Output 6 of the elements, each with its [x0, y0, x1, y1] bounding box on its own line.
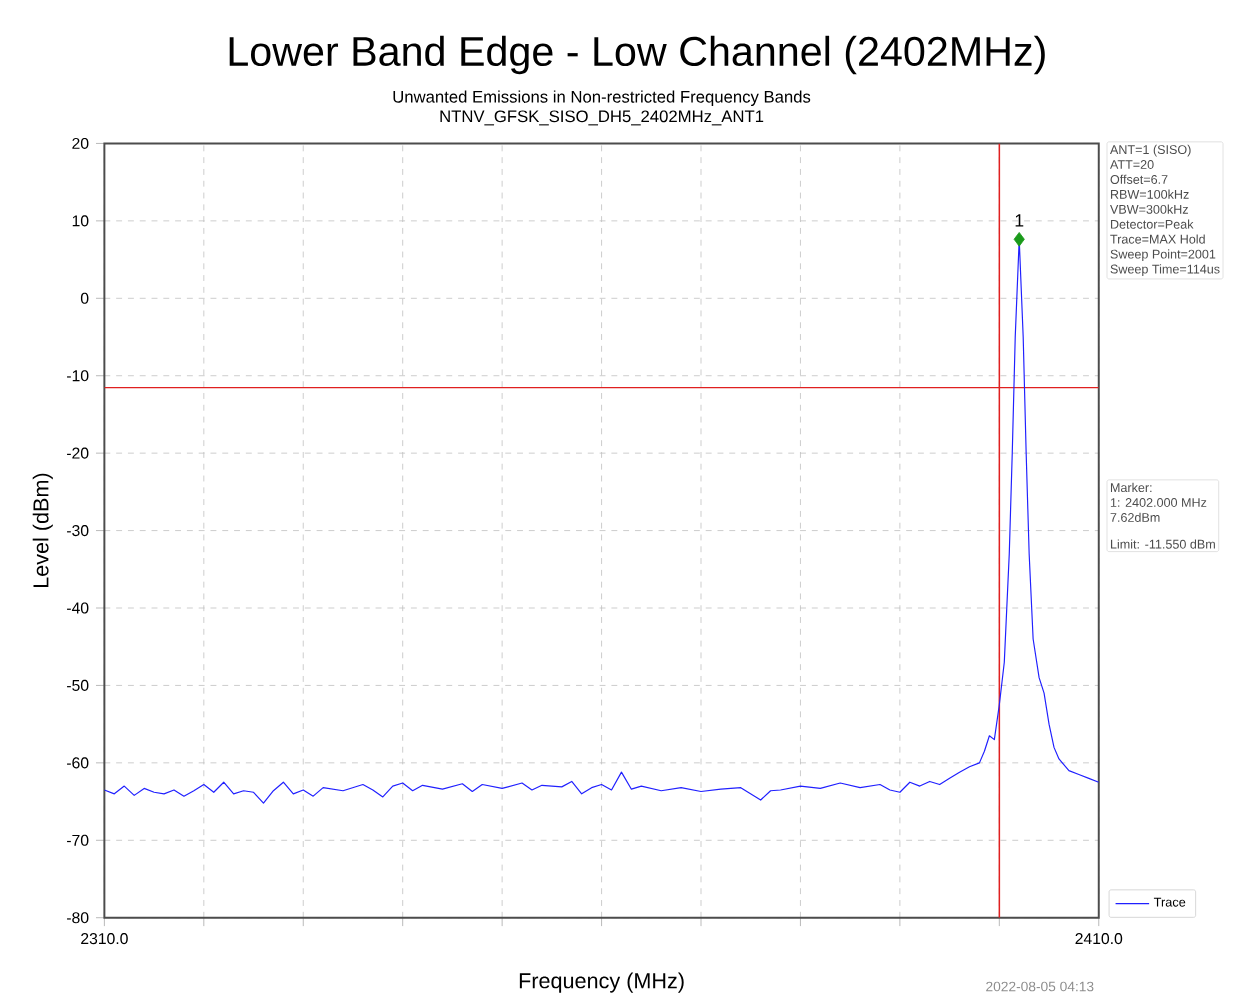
text: NTNV_GFSK_SISO_DH5_2402MHz_ANT1	[440, 110, 764, 126]
chart-title: Lower Band Edge - Low Channel (2402MHz)	[229, 35, 1045, 75]
x-axis-title: Frequency (MHz)	[519, 972, 684, 993]
chart-subtitle: Unwanted Emissions in Non-restricted Frequency Bands	[393, 90, 811, 106]
y-axis-title: Level (dBm)	[32, 473, 53, 587]
annotation: 1	[1015, 214, 1024, 227]
